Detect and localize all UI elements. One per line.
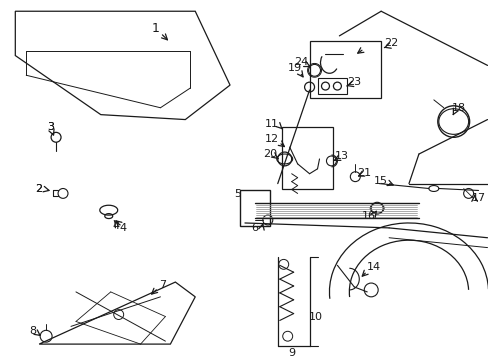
Text: 7: 7 (159, 280, 165, 290)
Text: 4: 4 (112, 221, 119, 231)
Text: 16: 16 (362, 211, 375, 221)
Bar (240, 190, 269, 226)
Text: 11: 11 (264, 120, 278, 130)
Text: 15: 15 (373, 176, 387, 186)
Text: 22: 22 (383, 38, 397, 48)
Text: 2: 2 (36, 184, 42, 194)
Text: 3: 3 (47, 122, 55, 132)
Bar (281, 127, 333, 189)
Text: 1: 1 (151, 22, 159, 36)
Text: 8: 8 (30, 326, 37, 336)
Text: 10: 10 (308, 311, 322, 321)
Text: 21: 21 (356, 168, 370, 178)
Text: 4: 4 (119, 223, 126, 233)
Text: 24: 24 (294, 58, 308, 67)
Text: 20: 20 (262, 149, 276, 159)
Text: 2: 2 (36, 184, 42, 194)
Text: 13: 13 (334, 151, 347, 161)
Text: 5: 5 (234, 189, 241, 199)
Text: 9: 9 (287, 348, 295, 358)
Text: 23: 23 (346, 77, 361, 87)
Text: 12: 12 (264, 134, 278, 144)
Text: 19: 19 (287, 63, 301, 73)
Text: 6: 6 (251, 223, 258, 233)
Bar (309, 41, 380, 98)
Text: 14: 14 (366, 262, 381, 272)
Text: 17: 17 (470, 193, 485, 203)
Text: 3: 3 (47, 122, 55, 132)
Bar (317, 78, 346, 94)
Text: 18: 18 (451, 103, 465, 113)
